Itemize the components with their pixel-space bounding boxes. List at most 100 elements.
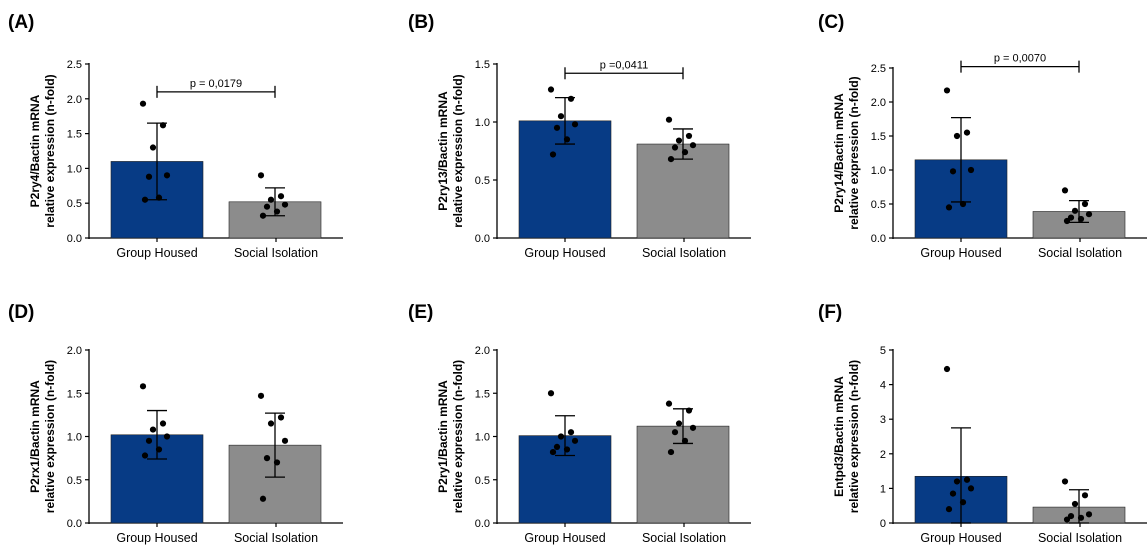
- data-point: [671, 144, 679, 151]
- y-axis-label: relative expression (n-fold): [451, 360, 465, 513]
- category-label: Group Housed: [524, 531, 605, 545]
- data-point: [1085, 511, 1093, 518]
- data-point: [149, 144, 157, 151]
- category-label: Group Housed: [920, 246, 1001, 260]
- y-axis-label: P2ry13/Bactin mRNA: [436, 91, 450, 211]
- y-tick-label: 1.0: [475, 432, 490, 444]
- y-tick-label: 0.0: [871, 233, 886, 245]
- data-point: [1067, 512, 1075, 520]
- y-tick-label: 1.0: [871, 165, 886, 177]
- data-point: [1085, 211, 1093, 218]
- panel-letter: (D): [8, 302, 34, 323]
- y-axis-label: relative expression (n-fold): [43, 74, 57, 227]
- y-axis-label: P2ry1/Bactin mRNA: [436, 380, 450, 493]
- data-point: [257, 392, 265, 399]
- data-point: [959, 499, 967, 506]
- p-value-label: p =0,0411: [600, 59, 648, 71]
- data-point: [281, 201, 289, 208]
- category-label: Social Isolation: [642, 246, 726, 260]
- data-point: [945, 506, 953, 513]
- panel-b: (B) P2ry13/Bactin mRNA relative expression…: [408, 12, 751, 260]
- data-point: [949, 168, 957, 175]
- y-tick-label: 0.0: [67, 233, 82, 245]
- data-point: [557, 433, 565, 440]
- data-point: [1061, 187, 1069, 194]
- y-tick-label: 2.0: [67, 94, 82, 106]
- panel-letter: (F): [818, 302, 842, 323]
- y-tick-label: 1.5: [67, 129, 82, 141]
- data-point: [277, 193, 285, 200]
- y-tick-label: 0.5: [871, 199, 886, 211]
- y-tick-label: 1: [880, 483, 886, 495]
- category-label: Social Isolation: [642, 531, 726, 545]
- data-point: [141, 196, 149, 203]
- panel-letter: (C): [818, 12, 844, 33]
- y-tick-label: 0: [880, 518, 886, 530]
- y-tick-label: 2: [880, 449, 886, 461]
- data-point: [145, 173, 153, 180]
- category-label: Group Housed: [524, 246, 605, 260]
- data-point: [267, 420, 275, 427]
- data-point: [163, 433, 171, 440]
- y-tick-label: 0.5: [475, 475, 490, 487]
- data-point: [1077, 514, 1085, 521]
- data-point: [257, 172, 265, 179]
- y-tick-label: 2.0: [871, 97, 886, 109]
- y-tick-label: 0.0: [475, 518, 490, 530]
- data-point: [139, 100, 147, 107]
- data-point: [681, 437, 689, 444]
- data-point: [259, 212, 267, 219]
- y-tick-label: 1.5: [475, 59, 490, 71]
- data-point: [139, 383, 147, 390]
- data-point: [557, 113, 565, 120]
- data-point: [571, 437, 579, 444]
- data-point: [685, 407, 693, 414]
- data-point: [263, 203, 271, 210]
- y-tick-label: 0.5: [475, 175, 490, 187]
- y-tick-label: 1.0: [475, 117, 490, 129]
- data-point: [267, 196, 275, 203]
- category-label: Group Housed: [920, 531, 1001, 545]
- data-point: [667, 448, 675, 456]
- category-label: Group Housed: [116, 246, 197, 260]
- panel-a: (A) P2ry4/Bactin mRNA relative expression …: [8, 12, 343, 260]
- y-tick-label: 1.5: [871, 131, 886, 143]
- category-label: Social Isolation: [1038, 246, 1122, 260]
- data-point: [945, 204, 953, 211]
- data-point: [163, 172, 171, 179]
- data-point: [563, 136, 571, 143]
- y-tick-label: 2.0: [475, 345, 490, 357]
- data-point: [567, 95, 575, 102]
- data-point: [553, 443, 561, 450]
- y-axis-label: relative expression (n-fold): [43, 360, 57, 513]
- data-point: [547, 390, 555, 397]
- data-point: [1081, 200, 1089, 208]
- data-point: [963, 476, 971, 483]
- data-point: [549, 151, 557, 158]
- y-tick-label: 2.5: [871, 63, 886, 75]
- data-point: [259, 495, 267, 502]
- data-point: [553, 124, 561, 131]
- y-axis-label: relative expression (n-fold): [847, 360, 861, 513]
- p-value-label: p = 0,0070: [994, 53, 1046, 65]
- data-point: [155, 446, 163, 453]
- data-point: [281, 437, 289, 444]
- y-tick-label: 0.0: [475, 233, 490, 245]
- data-point: [959, 200, 967, 208]
- y-tick-label: 0.5: [67, 198, 82, 210]
- panel-letter: (E): [408, 302, 433, 323]
- category-label: Social Isolation: [234, 531, 318, 545]
- y-axis-label: relative expression (n-fold): [451, 74, 465, 227]
- data-point: [953, 132, 961, 140]
- category-label: Group Housed: [116, 531, 197, 545]
- data-point: [549, 448, 557, 456]
- data-point: [967, 166, 975, 174]
- data-point: [141, 452, 149, 459]
- y-tick-label: 1.5: [67, 388, 82, 400]
- data-point: [967, 485, 975, 492]
- data-point: [277, 414, 285, 421]
- data-point: [1081, 492, 1089, 499]
- panel-letter: (A): [8, 12, 34, 33]
- data-point: [567, 429, 575, 436]
